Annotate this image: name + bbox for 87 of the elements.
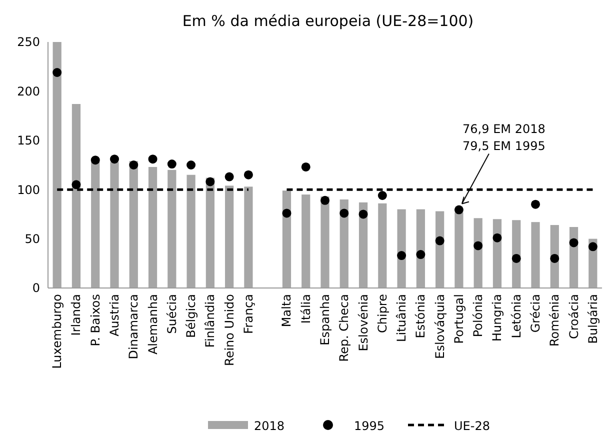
point (206, 177, 215, 186)
x-tick-label: Bulgária (586, 294, 600, 344)
x-tick-label: Chipre (375, 294, 390, 333)
y-tick-label: 50 (24, 232, 40, 246)
bar (358, 202, 368, 288)
x-tick-label: P. Baixos (88, 294, 102, 346)
bar (206, 178, 214, 288)
x-tick-label: Rep. Checa (337, 294, 352, 362)
point (569, 238, 578, 248)
point (435, 236, 444, 246)
x-tick-label: Reino Unido (222, 294, 236, 366)
x-tick-label: Finlândia (203, 294, 218, 348)
y-tick-label: 150 (17, 134, 40, 148)
x-tick-label: Roménia (548, 294, 562, 347)
bar (531, 222, 540, 288)
x-tick-label: Grécia (528, 294, 542, 333)
x-tick-label: Bélgica (184, 294, 198, 338)
point (110, 154, 119, 164)
point (148, 154, 158, 164)
point (454, 205, 464, 214)
bar (52, 42, 62, 288)
chart-title: Em % da média europeia (UE-28=100) (182, 12, 474, 30)
annotation: 76,9 EM 2018 79,5 EM 1995 (462, 122, 546, 153)
bar (225, 186, 234, 288)
x-tick-label: Polónia (471, 294, 486, 338)
x-tick-label: Malta (280, 294, 294, 328)
x-tick-label: Suécia (164, 294, 179, 334)
bar (186, 174, 196, 288)
bar (302, 194, 310, 288)
point (301, 162, 310, 172)
point (72, 180, 81, 190)
x-tick-label: Estónia (414, 294, 428, 338)
bar (72, 104, 81, 288)
x-tick-label: Hungria (490, 294, 504, 342)
y-tick-label: 200 (17, 84, 40, 98)
bar (454, 212, 464, 288)
point (474, 241, 483, 250)
bar (320, 196, 330, 288)
point (588, 242, 598, 252)
point (224, 172, 234, 182)
bar (340, 199, 348, 288)
bar (168, 170, 176, 288)
legend-label: 1995 (354, 419, 385, 433)
point (282, 208, 292, 218)
bar (397, 209, 406, 288)
bar (148, 166, 158, 288)
point (512, 254, 521, 263)
point (340, 208, 349, 218)
point (320, 196, 330, 205)
x-tick-label: Lituânia (394, 294, 409, 342)
x-tick-label: Espanha (318, 294, 332, 346)
point (492, 233, 502, 242)
point (416, 250, 426, 260)
x-tick-label: Letónia (509, 294, 524, 338)
point (531, 200, 540, 209)
point (244, 170, 253, 180)
y-tick-label: 0 (32, 281, 40, 296)
point (358, 210, 368, 219)
y-tick-label: 100 (17, 182, 40, 197)
x-tick-label: Irlanda (69, 294, 84, 336)
bar (244, 186, 253, 288)
x-tick-label: França (241, 294, 256, 334)
bar (91, 162, 100, 288)
y-tick-label: 250 (17, 35, 40, 50)
bar (110, 162, 119, 288)
x-tick-label: Luxemburgo (50, 294, 64, 369)
point (550, 254, 560, 263)
point (378, 191, 387, 200)
point (397, 251, 406, 260)
bar (129, 161, 138, 288)
bar (282, 190, 292, 288)
x-tick-label: Dinamarca (126, 294, 141, 360)
point (167, 160, 176, 169)
point (129, 160, 138, 170)
legend-label: UE-28 (454, 419, 490, 433)
x-tick-label: Croácia (566, 294, 581, 340)
x-tick-label: Austria (108, 294, 122, 336)
point (90, 156, 100, 165)
point (186, 160, 196, 170)
point (52, 68, 62, 78)
x-tick-label: Eslováquia (432, 294, 447, 359)
legend-label: 2018 (254, 419, 285, 433)
bar (378, 203, 387, 288)
x-tick-label: Eslovénia (356, 294, 370, 352)
x-tick-label: Alemanha (146, 294, 160, 355)
x-tick-label: Portugal (452, 294, 466, 344)
x-tick-label: Itália (298, 294, 313, 324)
